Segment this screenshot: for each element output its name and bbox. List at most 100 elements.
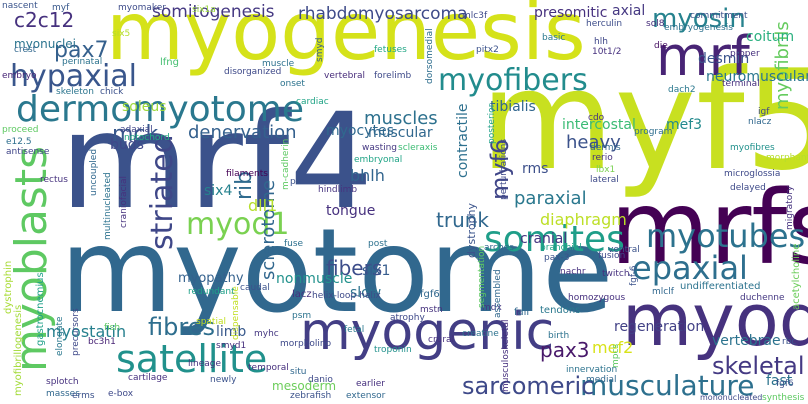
word-earlier: earlier	[356, 379, 385, 389]
word-satellite: satellite	[116, 337, 268, 381]
word-segmentation: segmentation	[477, 245, 487, 308]
word-rhabdomyosarcoma: rhabdomyosarcoma	[298, 4, 468, 24]
word-undifferentiated: undifferentiated	[680, 281, 761, 292]
word-mef2: mef2	[592, 338, 634, 357]
word-fuse: fuse	[284, 239, 304, 249]
word-cartilage: cartilage	[128, 373, 168, 383]
word-presomitic: presomitic	[534, 5, 608, 21]
word-splotch: splotch	[46, 377, 79, 387]
word-fusion: fusion	[598, 251, 626, 261]
word-forelimb: forelimb	[374, 71, 412, 81]
word-lateral: lateral	[590, 175, 619, 185]
word-fish: fish	[104, 323, 121, 333]
word-morpholino: morpholino	[280, 339, 332, 349]
word-homozygous: homozygous	[568, 293, 626, 303]
word-p.c: p.c	[290, 177, 304, 187]
word-delayed: delayed	[730, 183, 766, 193]
word-elongate: elongate	[55, 316, 65, 356]
word-fgf6: fgf6	[420, 289, 440, 300]
word-myogenesis: myogenesis	[106, 0, 586, 78]
word-mpcs: mpcs	[611, 343, 621, 368]
word-contractile: contractile	[455, 103, 471, 178]
word-myosin: myosin	[652, 4, 746, 34]
word-medial: medial	[586, 375, 617, 385]
word-lbx1: lbx1	[596, 165, 616, 175]
word-myocytes: myocytes	[326, 123, 394, 139]
word-myhc: myhc	[254, 329, 279, 339]
word-fibres: fibres	[148, 313, 215, 341]
word-musculoskeletal: musculoskeletal	[501, 319, 511, 392]
word-herculin: herculin	[586, 19, 623, 29]
word-nascent: nascent	[2, 1, 38, 11]
word-intercostal: intercostal	[562, 117, 636, 133]
word-myofibers: myofibers	[438, 63, 588, 98]
word-situ: situ	[290, 367, 307, 377]
word-crest: crest	[14, 45, 37, 55]
word-dach2: dach2	[668, 85, 696, 95]
word-six1a: six1a	[192, 5, 216, 15]
word-crural: crural	[428, 335, 455, 345]
word-temporal: temporal	[248, 363, 289, 373]
word-embryogenesis: embryogenesis	[664, 23, 733, 33]
word-heavy: heavy	[566, 132, 621, 153]
word-vertebral: vertebral	[324, 71, 366, 81]
word-dermomyotome: dermomyotome	[16, 89, 305, 130]
word-assembled: assembled	[493, 269, 503, 318]
word-six1: six1	[362, 263, 391, 279]
word-myotubes: myotubes	[646, 217, 806, 255]
word-soleus: soleus	[122, 99, 167, 115]
word-helix-loop-helix: helix-loop-helix	[312, 291, 381, 301]
word-antisense: antisense	[6, 147, 50, 157]
word-mlc3f: mlc3f	[462, 11, 488, 21]
word-cdo: cdo	[588, 113, 605, 123]
word-trunk: trunk	[436, 208, 489, 232]
word-lineage: lineage	[188, 359, 222, 369]
word-myotome: myotome	[60, 204, 614, 339]
word-sclerotome: sclerotome	[258, 179, 279, 280]
word-perinatal: perinatal	[62, 57, 103, 67]
word-mrfs: mrfs	[610, 169, 808, 288]
word-c2c12: c2c12	[14, 8, 75, 32]
word-striated: striated	[145, 134, 180, 250]
word-extensor: extensor	[346, 391, 386, 401]
word-igf: igf	[758, 107, 770, 117]
word-myonuclei: myonuclei	[14, 37, 76, 51]
word-masses: masses	[46, 389, 80, 399]
word-rectus: rectus	[40, 175, 68, 185]
word-myomaker: myomaker	[118, 3, 167, 13]
word-redundant: redundant	[188, 287, 235, 297]
word-duchenne: duchenne	[740, 293, 785, 303]
word-craniofacial: craniofacial	[119, 175, 129, 228]
word-fail: fail	[514, 307, 530, 318]
word-rerio: rerio	[592, 153, 613, 163]
word-myod: myod	[622, 278, 808, 362]
word-cranial: cranial	[520, 231, 568, 247]
word-10t1/2: 10t1/2	[592, 47, 622, 57]
word-mononucleated: mononucleated	[700, 393, 763, 402]
word-erms: erms	[72, 391, 95, 401]
word-neuromuscular: neuromuscular	[706, 69, 808, 85]
word-myf5: myf5	[480, 40, 808, 201]
word-six5: six5	[112, 29, 131, 39]
word-notochord: notochord	[124, 133, 170, 143]
word-muscular: muscular	[368, 125, 433, 141]
word-epaxial: epaxial	[632, 249, 748, 287]
word-mstn: mstn	[420, 305, 443, 315]
word-tongue: tongue	[326, 203, 376, 219]
word-spatial: spatial	[196, 317, 226, 327]
word-terminal: terminal	[722, 79, 760, 89]
word-pax-3: pax-3	[544, 253, 570, 263]
word-lacz: lacz	[292, 289, 312, 300]
word-innervation: innervation	[566, 365, 618, 375]
word-e12.5: e12.5	[6, 137, 32, 147]
word-precursors: precursors	[71, 308, 81, 356]
word-fetal: fetal	[344, 325, 365, 335]
word-rms: rms	[522, 161, 549, 177]
word-skeleton: skeleton	[56, 87, 94, 97]
word-muscle: muscle	[262, 59, 295, 69]
word-wasting: wasting	[362, 143, 398, 153]
word-six4: six4	[204, 183, 233, 199]
word-danio: danio	[308, 375, 333, 385]
word-post: post	[368, 239, 388, 249]
